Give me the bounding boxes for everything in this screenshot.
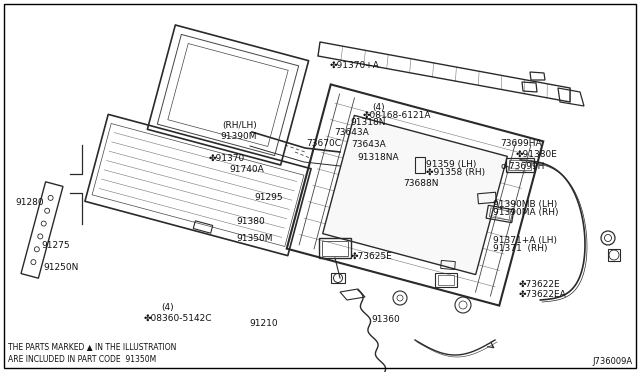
Text: 91740A: 91740A bbox=[229, 165, 264, 174]
Text: ✤91358 (RH): ✤91358 (RH) bbox=[426, 168, 484, 177]
Text: 91318N: 91318N bbox=[351, 118, 386, 127]
Text: 73643A: 73643A bbox=[334, 128, 369, 137]
Text: ✤73625E: ✤73625E bbox=[351, 251, 392, 260]
Text: ✤08360-5142C: ✤08360-5142C bbox=[144, 314, 212, 323]
Text: 73688N: 73688N bbox=[403, 179, 438, 188]
Text: 91380: 91380 bbox=[237, 217, 266, 226]
Polygon shape bbox=[323, 115, 508, 275]
Text: J736009A: J736009A bbox=[592, 357, 632, 366]
Text: 91250N: 91250N bbox=[44, 263, 79, 272]
Text: ✤73622EA: ✤73622EA bbox=[518, 289, 566, 298]
Text: ✤91370+A: ✤91370+A bbox=[330, 61, 380, 70]
Text: 91360: 91360 bbox=[371, 315, 400, 324]
Text: ✤08168-6121A: ✤08168-6121A bbox=[362, 111, 431, 120]
Text: (4): (4) bbox=[161, 303, 174, 312]
Text: 91275: 91275 bbox=[42, 241, 70, 250]
Text: 73699HA: 73699HA bbox=[500, 139, 542, 148]
Text: ✤91370: ✤91370 bbox=[209, 154, 245, 163]
Text: (RH/LH): (RH/LH) bbox=[223, 121, 257, 130]
Text: 91359 (LH): 91359 (LH) bbox=[426, 160, 476, 169]
Text: ARE INCLUDED IN PART CODE  91350M: ARE INCLUDED IN PART CODE 91350M bbox=[8, 356, 156, 365]
Text: 73643A: 73643A bbox=[351, 140, 385, 149]
Text: 91371  (RH): 91371 (RH) bbox=[493, 244, 547, 253]
Text: ✤91380E: ✤91380E bbox=[515, 150, 557, 159]
Text: 91350M: 91350M bbox=[237, 234, 273, 243]
Text: 91390MB (LH): 91390MB (LH) bbox=[493, 201, 557, 209]
Text: (4): (4) bbox=[372, 103, 385, 112]
Text: 91390M: 91390M bbox=[221, 132, 257, 141]
Text: 91371+A (LH): 91371+A (LH) bbox=[493, 236, 557, 245]
Text: 91280: 91280 bbox=[15, 198, 44, 207]
Text: 73670C: 73670C bbox=[306, 139, 341, 148]
Text: 91390MA (RH): 91390MA (RH) bbox=[493, 208, 558, 217]
Text: 91210: 91210 bbox=[250, 319, 278, 328]
Text: THE PARTS MARKED ▲ IN THE ILLUSTRATION: THE PARTS MARKED ▲ IN THE ILLUSTRATION bbox=[8, 343, 177, 352]
Text: o-73699H: o-73699H bbox=[500, 162, 545, 171]
Text: 91295: 91295 bbox=[255, 193, 284, 202]
Text: ✤73622E: ✤73622E bbox=[518, 280, 560, 289]
Text: 91318NA: 91318NA bbox=[357, 153, 399, 162]
